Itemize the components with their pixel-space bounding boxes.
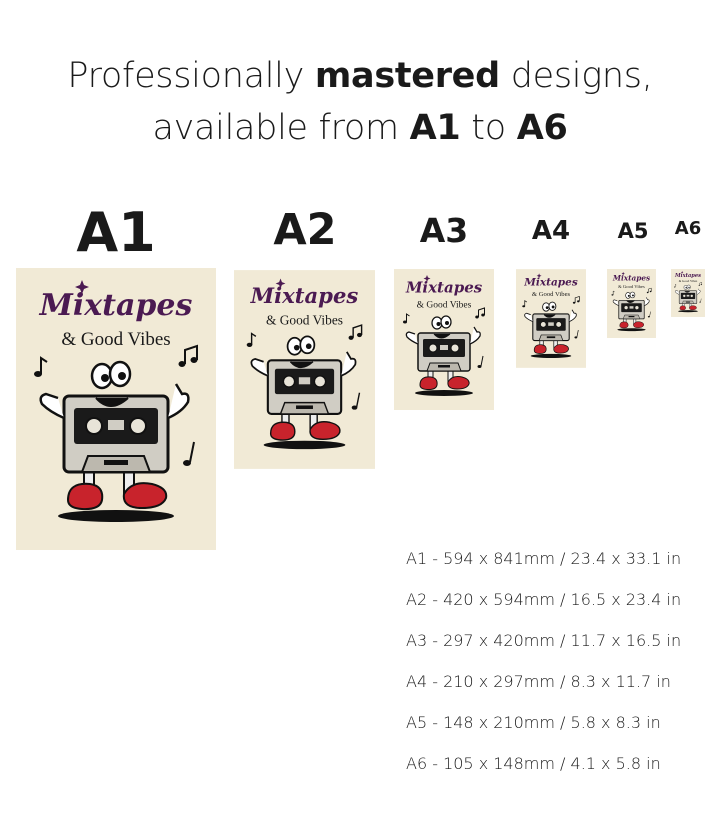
headline-text: Professionally <box>67 56 315 96</box>
headline-bold: A6 <box>516 108 568 148</box>
music-notes-icon <box>348 324 363 340</box>
headline-text: to <box>460 108 517 148</box>
music-note-icon <box>34 356 48 377</box>
poster-a1: Mixtapes & Good Vibes <box>16 268 216 550</box>
cassette-character <box>39 360 190 522</box>
poster-subtitle: & Good Vibes <box>679 279 698 283</box>
music-note-icon <box>611 290 615 296</box>
poster-artwork: Mixtapes & Good Vibes <box>394 269 494 410</box>
poster-title: Mixtapes <box>523 277 578 289</box>
size-label-a3: A3 <box>419 211 469 250</box>
size-spec-a4: A4 - 210 x 297mm / 8.3 x 11.7 in <box>406 672 671 691</box>
size-label-a2: A2 <box>273 205 337 255</box>
music-note-icon <box>522 299 528 308</box>
music-notes-icon <box>698 282 702 286</box>
headline-text: designs, <box>499 56 653 96</box>
poster-title: Mixtapes <box>39 288 193 323</box>
sparkle-icon <box>621 271 625 276</box>
poster-title: Mixtapes <box>674 273 701 279</box>
cassette-character <box>250 335 357 450</box>
headline-text: available from <box>152 108 410 148</box>
size-label-a1: A1 <box>76 201 156 264</box>
headline-line-1: Professionally mastered designs, <box>0 50 720 102</box>
size-spec-list: A1 - 594 x 841mm / 23.4 x 33.1 in A2 - 4… <box>406 546 681 792</box>
music-note-icon <box>674 284 677 288</box>
sparkle-icon <box>275 278 286 289</box>
music-note-icon <box>183 441 195 466</box>
size-label-a6: A6 <box>674 218 702 239</box>
music-note-icon <box>477 355 484 368</box>
size-spec-a6: A6 - 105 x 148mm / 4.1 x 5.8 in <box>406 754 661 773</box>
sparkle-icon <box>423 275 431 282</box>
poster-a5: Mixtapes & Good Vibes <box>607 269 656 338</box>
music-notes-icon <box>178 344 198 367</box>
cassette-character <box>524 301 577 359</box>
sparkle-icon <box>536 273 542 279</box>
size-spec-a2: A2 - 420 x 594mm / 16.5 x 23.4 in <box>406 590 682 609</box>
poster-subtitle: & Good Vibes <box>532 291 571 298</box>
poster-a6: Mixtapes & Good Vibes <box>671 269 705 317</box>
headline-bold: mastered <box>314 56 500 96</box>
poster-artwork: Mixtapes & Good Vibes <box>516 269 586 368</box>
poster-title: Mixtapes <box>405 279 483 297</box>
poster-artwork: Mixtapes & Good Vibes <box>234 270 375 469</box>
music-note-icon <box>647 311 651 318</box>
cassette-character <box>612 291 650 332</box>
poster-title: Mixtapes <box>250 283 359 308</box>
music-note-icon <box>699 298 702 303</box>
poster-subtitle: & Good Vibes <box>61 329 170 350</box>
headline-line-2: available from A1 to A6 <box>0 102 720 154</box>
size-spec-a5: A5 - 148 x 210mm / 5.8 x 8.3 in <box>406 713 661 732</box>
poster-artwork: Mixtapes & Good Vibes <box>607 269 656 338</box>
cassette-character <box>405 315 481 396</box>
poster-a2: Mixtapes & Good Vibes <box>234 270 375 469</box>
music-note-icon <box>246 332 257 347</box>
music-note-icon <box>403 313 410 324</box>
poster-title: Mixtapes <box>612 274 650 283</box>
poster-subtitle: & Good Vibes <box>618 285 645 290</box>
size-label-a4: A4 <box>531 216 571 246</box>
sparkle-icon <box>681 271 684 274</box>
size-spec-a1: A1 - 594 x 841mm / 23.4 x 33.1 in <box>406 549 682 568</box>
size-spec-a3: A3 - 297 x 420mm / 11.7 x 16.5 in <box>406 631 682 650</box>
poster-artwork: Mixtapes & Good Vibes <box>671 269 705 317</box>
music-notes-icon <box>475 307 485 319</box>
music-notes-icon <box>572 295 580 304</box>
cassette-character <box>674 284 701 313</box>
poster-artwork: Mixtapes & Good Vibes <box>16 268 216 550</box>
poster-a4: Mixtapes & Good Vibes <box>516 269 586 368</box>
sparkle-icon <box>75 280 89 294</box>
headline-bold: A1 <box>409 108 461 148</box>
poster-subtitle: & Good Vibes <box>417 301 472 311</box>
size-label-a5: A5 <box>617 219 649 243</box>
music-notes-icon <box>646 287 652 294</box>
headline: Professionally mastered designs, availab… <box>0 50 720 154</box>
music-note-icon <box>574 329 579 339</box>
music-note-icon <box>351 392 361 410</box>
poster-subtitle: & Good Vibes <box>266 312 343 327</box>
poster-a3: Mixtapes & Good Vibes <box>394 269 494 410</box>
